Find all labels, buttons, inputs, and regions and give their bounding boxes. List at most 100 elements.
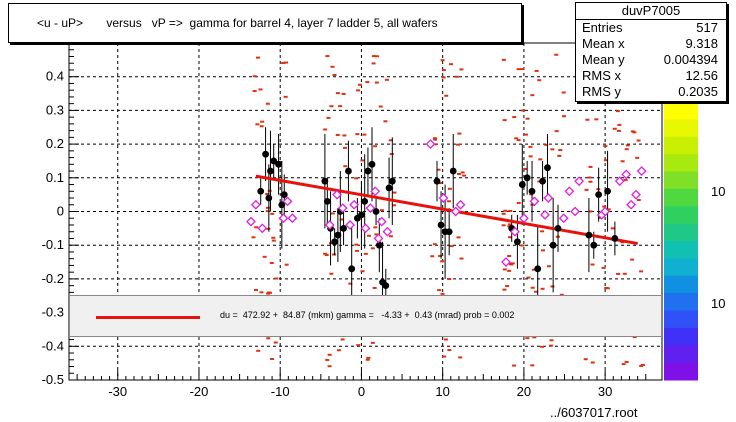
data-point-diamond	[614, 176, 625, 187]
data-point-diamond	[510, 226, 520, 237]
data-point-diamond	[600, 206, 611, 217]
data-point	[445, 228, 453, 236]
data-point	[554, 224, 562, 232]
stats-value: 9.318	[685, 36, 718, 51]
z-axis-label: 10	[711, 296, 726, 311]
data-point-diamond	[621, 169, 632, 180]
palette-cell	[664, 171, 698, 190]
x-tick-label: -10	[271, 384, 290, 399]
x-tick-label: 20	[517, 384, 531, 399]
stats-row: Mean x 9.318	[576, 36, 726, 52]
data-point	[433, 177, 441, 185]
palette-cell	[664, 188, 698, 207]
stats-value: 0.2035	[678, 84, 718, 99]
color-palette	[664, 102, 698, 381]
data-point-diamond	[324, 220, 335, 230]
data-point	[368, 160, 376, 168]
data-markers	[246, 139, 647, 290]
chart-title: <u - uP> versus vP => gamma for barrel 4…	[37, 16, 438, 30]
data-point-diamond	[360, 223, 371, 234]
palette-cell	[664, 223, 698, 242]
data-point-diamond	[246, 216, 256, 227]
palette-cell	[664, 327, 698, 346]
data-point-diamond	[529, 196, 540, 207]
data-point	[270, 157, 278, 165]
data-point	[437, 221, 445, 229]
data-point	[265, 194, 273, 202]
data-point-diamond	[376, 216, 387, 227]
data-point	[280, 191, 288, 199]
data-point	[361, 197, 369, 205]
data-point-diamond	[287, 213, 298, 224]
stats-row: RMS x 12.56	[576, 68, 726, 84]
data-point-diamond	[370, 186, 381, 197]
data-point-diamond	[332, 189, 342, 200]
data-point-diamond	[438, 193, 449, 203]
stats-value: 517	[696, 20, 718, 35]
data-point-diamond	[365, 203, 376, 214]
data-point-diamond	[250, 199, 261, 210]
data-point	[611, 235, 619, 242]
data-point	[348, 265, 356, 273]
y-tick-label: 0.2	[46, 136, 64, 151]
data-point-diamond	[257, 223, 268, 234]
data-point	[334, 231, 342, 239]
y-tick-label: 0.1	[46, 170, 64, 185]
stats-label: Mean y	[582, 52, 625, 67]
title-box: <u - uP> versus vP => gamma for barrel 4…	[8, 3, 522, 43]
data-point-diamond	[518, 213, 529, 224]
palette-cell	[664, 241, 698, 259]
data-point-diamond	[349, 199, 360, 210]
data-point	[585, 231, 593, 239]
data-point	[364, 167, 372, 175]
data-point	[534, 265, 542, 273]
palette-cell	[664, 293, 698, 311]
data-point	[340, 224, 347, 232]
palette-cell	[664, 310, 698, 329]
y-tick-label: -0.1	[42, 237, 64, 252]
data-point-diamond	[558, 213, 569, 224]
stats-row: Mean y 0.004394	[576, 52, 726, 68]
data-point	[262, 150, 269, 158]
data-point	[382, 282, 390, 290]
data-point-diamond	[455, 199, 466, 210]
data-point-diamond	[373, 233, 384, 244]
data-point	[544, 164, 551, 172]
data-point	[539, 177, 546, 185]
data-point-diamond	[345, 220, 355, 230]
x-tick-label: 30	[598, 384, 612, 399]
data-point	[523, 174, 531, 182]
data-point	[518, 181, 526, 188]
file-name: ../6037017.root	[550, 405, 638, 420]
data-point-diamond	[574, 176, 585, 187]
data-point-diamond	[626, 199, 637, 210]
palette-cell	[664, 345, 698, 364]
stats-value: 12.56	[685, 68, 718, 83]
data-point-diamond	[425, 139, 436, 150]
data-point-diamond	[501, 257, 511, 267]
y-tick-label: 0.4	[46, 69, 64, 84]
data-point	[375, 241, 383, 249]
y-tick-label: 0	[57, 204, 64, 219]
data-point	[278, 201, 286, 209]
data-point	[358, 211, 365, 219]
data-point	[321, 177, 329, 185]
x-tick-label: -20	[190, 384, 209, 399]
data-point	[275, 160, 282, 168]
data-point-diamond	[382, 226, 393, 237]
fit-result-text: du = 472.92 + 84.87 (mkm) gamma = -4.33 …	[220, 310, 515, 320]
data-point	[331, 238, 339, 246]
stats-name: duvP7005	[576, 3, 726, 20]
palette-cell	[664, 258, 698, 277]
stats-row: RMS y 0.2035	[576, 84, 726, 100]
data-point	[549, 241, 557, 249]
fit-legend: du = 472.92 + 84.87 (mkm) gamma = -4.33 …	[69, 295, 662, 337]
data-point	[590, 241, 598, 249]
data-point	[323, 197, 331, 205]
data-point	[528, 187, 536, 195]
fit-legend-line	[96, 316, 200, 319]
palette-cell	[664, 154, 698, 172]
data-point	[385, 184, 393, 192]
data-point	[388, 177, 396, 185]
